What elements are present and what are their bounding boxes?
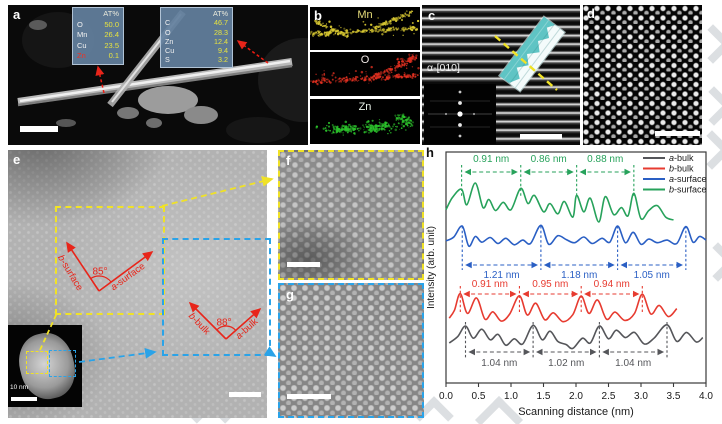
curve-b-bulk xyxy=(448,292,678,323)
eds-table-row: Cu 9.4 xyxy=(165,46,228,56)
inset-scalebar xyxy=(11,397,37,401)
spacing-label: 1.04 nm xyxy=(481,358,517,369)
panel-a-label: a xyxy=(13,7,21,22)
x-tick-label: 0.5 xyxy=(472,391,486,402)
spacing-label: 0.94 nm xyxy=(594,279,630,290)
eds-map-zn-label: Zn xyxy=(358,101,372,113)
x-tick-label: 1.5 xyxy=(537,391,551,402)
panel-f-surface-zoom xyxy=(278,150,424,280)
spacing-label: 1.02 nm xyxy=(548,358,584,369)
eds-table-header: AT% xyxy=(212,9,228,18)
inset-bulk-box xyxy=(49,350,76,377)
eds-table-row: C 46.7 xyxy=(165,18,228,28)
eds-map-zn-dots xyxy=(315,113,414,136)
eds-map-o: O xyxy=(307,52,424,96)
panel-e-scalebar xyxy=(229,392,261,397)
eds-table-row: Zn 0.1 xyxy=(77,51,119,61)
spacing-label: 0.91 nm xyxy=(472,279,508,290)
panel-f-label: f xyxy=(286,153,291,168)
panel-g-scalebar xyxy=(287,394,331,399)
spacing-label: 1.05 nm xyxy=(634,270,670,281)
spacing-label: 1.18 nm xyxy=(561,270,597,281)
eds-table-row: S 3.2 xyxy=(165,55,228,65)
particle-overview-inset: 10 nm xyxy=(8,325,82,407)
bulk-angle-label: 88° xyxy=(216,317,232,329)
spacing-label: 1.21 nm xyxy=(484,270,520,281)
inset-scale-label: 10 nm xyxy=(10,384,29,391)
nanorod-artwork xyxy=(17,9,308,143)
panel-e-label: e xyxy=(13,152,21,167)
legend-label: a-bulk xyxy=(669,153,694,163)
legend-label: b-bulk xyxy=(669,164,694,174)
eds-table-row: Mn 26.4 xyxy=(77,30,119,40)
y-axis-label: Intensity (arb. unit) xyxy=(426,226,437,309)
x-tick-label: 2.5 xyxy=(602,391,616,402)
panel-h-label: h xyxy=(426,145,434,160)
spacing-label: 0.91 nm xyxy=(473,154,509,165)
x-tick-label: 2.0 xyxy=(569,391,583,402)
legend-label: b-surface xyxy=(669,185,707,195)
eds-map-o-label: O xyxy=(360,54,370,66)
eds-table-row: O 50.0 xyxy=(77,19,119,29)
x-tick-label: 3.0 xyxy=(634,391,648,402)
spacing-label: 0.88 nm xyxy=(587,154,623,165)
zone-axis-annotation: α-[010] xyxy=(427,62,460,74)
curve-a-bulk xyxy=(448,324,704,350)
panel-d-scalebar xyxy=(655,131,700,136)
panel-b-label: b xyxy=(314,8,322,23)
x-tick-label: 1.0 xyxy=(504,391,518,402)
bulk-region-box xyxy=(162,238,271,356)
curve-b-surface xyxy=(445,182,674,223)
panel-d-label: d xyxy=(587,6,595,21)
eds-map-zn: Zn xyxy=(310,99,420,144)
eds-map-o-dots xyxy=(307,53,424,86)
x-tick-label: 4.0 xyxy=(699,391,713,402)
eds-table-spot1: AT% O 50.0 Mn 26.4 Cu 23.5 Zn 0.1 xyxy=(72,7,124,65)
inset-surface-box xyxy=(26,351,48,374)
x-axis-label: Scanning distance (nm) xyxy=(518,406,634,418)
legend-label: a-surface xyxy=(669,174,707,184)
panel-f-scalebar xyxy=(287,262,320,267)
panel-g-label: g xyxy=(286,287,294,302)
x-tick-label: 3.5 xyxy=(667,391,681,402)
panel-a-stem-image xyxy=(8,5,308,145)
eds-map-mn-dots xyxy=(308,10,420,39)
x-tick-label: 0.0 xyxy=(439,391,453,402)
line-profile-chart: 0.0 0.5 1.0 1.5 2.0 2.5 3.0 3.5 4.0 Scanning dist… xyxy=(426,151,713,418)
curve-a-surface xyxy=(445,224,707,248)
spacing-label: 1.04 nm xyxy=(615,358,651,369)
panel-c-label: c xyxy=(428,8,436,23)
fft-pattern xyxy=(428,90,492,138)
panel-d-atomic-image xyxy=(583,5,702,145)
spacing-label: 0.95 nm xyxy=(532,279,568,290)
eds-table-row: Cu 23.5 xyxy=(77,40,119,50)
surface-angle-label: 85° xyxy=(92,266,108,278)
panel-a-scalebar xyxy=(20,126,58,132)
eds-table-spot2: AT% C 46.7 O 28.3 Zn 12.4 Cu 9.4 S 3.2 xyxy=(160,7,233,68)
eds-table-row: Zn 12.4 xyxy=(165,36,228,46)
surface-region-box xyxy=(55,206,165,315)
panel-c-scalebar xyxy=(520,134,562,139)
spacing-label: 0.86 nm xyxy=(531,154,567,165)
axis-box xyxy=(445,151,707,384)
fft-inset xyxy=(424,84,496,144)
eds-map-mn-label: Mn xyxy=(357,9,373,21)
eds-table-header: AT% xyxy=(103,9,119,18)
eds-map-mn: Mn xyxy=(308,7,420,50)
eds-table-row: O 28.3 xyxy=(165,27,228,37)
